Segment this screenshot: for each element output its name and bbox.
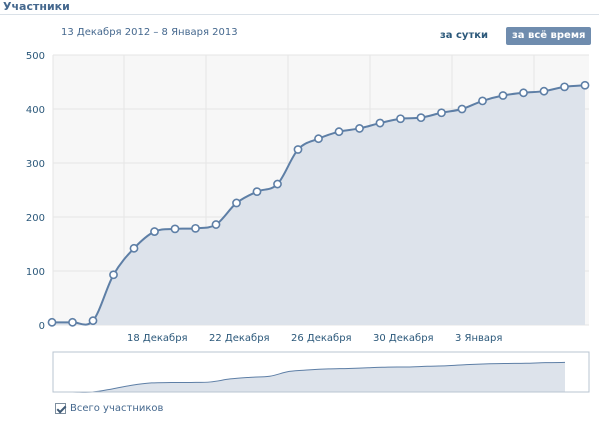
panel-title: Участники [3,0,70,13]
data-point [150,227,159,236]
tab-per-day[interactable]: за сутки [439,30,489,41]
data-point [211,220,221,229]
data-point [273,179,282,189]
y-tick-label: 400 [26,105,45,116]
y-tick-label: 300 [26,159,45,170]
data-point [355,124,364,133]
data-point [293,145,303,154]
y-tick-label: 0 [39,321,45,332]
data-point [88,316,98,326]
date-range-label: 13 Декабря 2012 – 8 Января 2013 [61,27,238,38]
data-point [252,187,262,197]
data-point [232,198,241,208]
data-point [129,243,139,253]
data-point [314,134,323,144]
legend: Всего участников [55,401,163,415]
data-point [396,114,405,124]
x-tick-label: 3 Января [455,333,502,344]
legend-checkbox[interactable] [55,402,67,414]
y-tick-label: 500 [26,51,45,62]
data-point [416,113,426,123]
data-point [375,118,385,128]
x-tick-label: 22 Декабря [209,333,270,344]
y-tick-label: 100 [26,267,45,278]
legend-label: Всего участников [70,402,164,414]
data-point [498,91,508,100]
x-tick-label: 30 Декабря [373,333,434,344]
data-point [68,317,77,327]
overview-selection [52,351,590,393]
data-point [457,104,467,114]
data-point [539,86,549,96]
data-point [437,108,446,118]
data-point [47,317,57,327]
tab-all-time[interactable]: за всё время [506,27,591,45]
title-divider [0,14,599,15]
area-fill [52,85,585,326]
data-point [170,224,180,234]
overview-area [53,362,565,393]
data-point [560,82,569,92]
x-tick-label: 26 Декабря [291,333,352,344]
checkmark-icon [56,403,67,413]
data-point [191,223,200,233]
data-point [109,270,118,280]
y-tick-label: 200 [26,213,45,224]
x-tick-label: 18 Декабря [127,333,188,344]
data-point [519,88,528,98]
data-point [334,127,344,137]
overview-line [53,361,566,393]
data-point [580,80,590,90]
data-point [478,96,487,106]
